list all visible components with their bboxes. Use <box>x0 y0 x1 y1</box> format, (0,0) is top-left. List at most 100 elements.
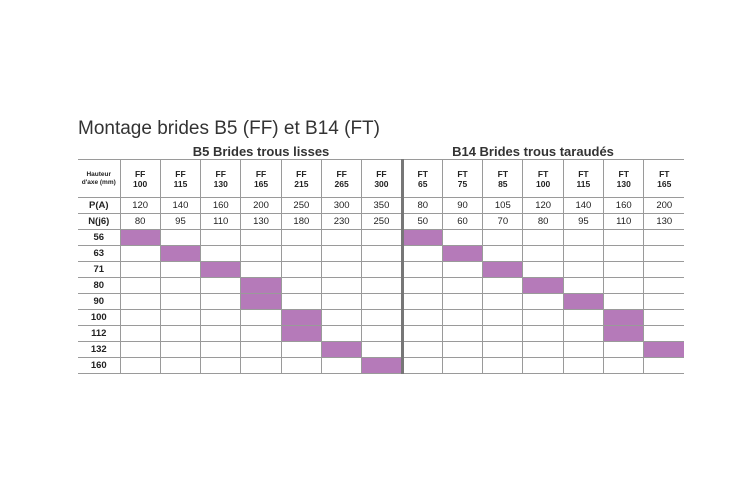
flange-column-header: FF 100 <box>119 159 161 198</box>
dimension-value: 105 <box>482 197 524 214</box>
empty-cell <box>119 309 161 326</box>
empty-cell <box>159 261 202 278</box>
empty-cell <box>441 229 484 246</box>
empty-cell <box>400 245 443 262</box>
p-value-row: P(A) 120 140 160 200 250 300 350 80 90 105 120 140 16… <box>78 197 685 214</box>
flange-type: FT <box>618 168 629 179</box>
empty-cell <box>240 341 282 358</box>
compatibility-mark <box>159 245 202 262</box>
empty-cell <box>320 229 363 246</box>
compatibility-mark <box>603 309 645 326</box>
dimension-value: 140 <box>562 197 605 214</box>
group-header-b14: B14 Brides trous taraudés <box>452 144 614 159</box>
dimension-value: 130 <box>643 213 685 230</box>
flange-column-header: FT 85 <box>482 159 524 198</box>
empty-cell <box>280 277 322 294</box>
empty-cell <box>200 357 242 374</box>
flange-type: FF <box>134 168 146 179</box>
axis-height-label: 100 <box>78 309 121 326</box>
axis-height-label: 63 <box>78 245 121 262</box>
empty-cell <box>400 341 443 358</box>
axis-height-label: 132 <box>78 341 121 358</box>
compatibility-mark <box>320 341 363 358</box>
empty-cell <box>240 261 282 278</box>
flange-column-header: FT 130 <box>603 159 645 198</box>
empty-cell <box>400 325 443 342</box>
empty-cell <box>200 341 242 358</box>
empty-cell <box>200 309 242 326</box>
empty-cell <box>159 309 202 326</box>
flange-size: 165 <box>253 178 269 189</box>
dimension-value: 160 <box>200 197 242 214</box>
empty-cell <box>482 357 524 374</box>
flange-size: 115 <box>576 178 591 189</box>
dimension-value: 120 <box>522 197 564 214</box>
empty-cell <box>280 261 322 278</box>
dimension-value: 250 <box>280 197 322 214</box>
empty-cell <box>603 357 645 374</box>
dimension-value: 110 <box>603 213 645 230</box>
empty-cell <box>522 325 564 342</box>
empty-cell <box>119 341 161 358</box>
empty-cell <box>200 229 242 246</box>
empty-cell <box>280 357 322 374</box>
flange-size: 100 <box>536 178 551 189</box>
empty-cell <box>361 245 403 262</box>
dimension-value: 200 <box>643 197 685 214</box>
empty-cell <box>280 229 322 246</box>
empty-cell <box>400 357 443 374</box>
empty-cell <box>240 229 282 246</box>
n-value-row: N(j6) 80 95 110 130 180 230 250 50 60 70 80 95 110 130 <box>78 213 685 230</box>
empty-cell <box>240 325 282 342</box>
flange-type: FF <box>296 168 307 179</box>
empty-cell <box>200 325 242 342</box>
empty-cell <box>441 341 484 358</box>
empty-cell <box>522 309 564 326</box>
dimension-value: 130 <box>240 213 282 230</box>
empty-cell <box>643 277 685 294</box>
empty-cell <box>482 277 524 294</box>
empty-cell <box>119 245 161 262</box>
flange-column-header: FT 75 <box>441 159 484 198</box>
empty-cell <box>441 325 484 342</box>
header-row: Hauteur d'axe (mm) FF 100 FF 115 FF 130 FF 165 FF 2… <box>78 159 685 198</box>
empty-cell <box>119 325 161 342</box>
empty-cell <box>643 229 685 246</box>
flange-column-header: FT 100 <box>522 159 564 198</box>
empty-cell <box>562 357 605 374</box>
dimension-value: 95 <box>159 213 202 230</box>
dimension-value: 300 <box>320 197 363 214</box>
dimension-value: 250 <box>361 213 403 230</box>
empty-cell <box>320 293 363 310</box>
table-row: 112 <box>78 325 685 342</box>
empty-cell <box>441 309 484 326</box>
table-row: 132 <box>78 341 685 358</box>
empty-cell <box>400 293 443 310</box>
empty-cell <box>441 277 484 294</box>
empty-cell <box>562 229 605 246</box>
empty-cell <box>159 341 202 358</box>
empty-cell <box>159 277 202 294</box>
flange-size: 165 <box>657 178 672 189</box>
flange-type: FT <box>578 168 589 179</box>
flange-column-header: FF 215 <box>280 159 322 198</box>
empty-cell <box>441 261 484 278</box>
flange-column-header: FT 165 <box>643 159 685 198</box>
dimension-value: 95 <box>562 213 605 230</box>
row-label: P(A) <box>78 197 121 214</box>
empty-cell <box>482 341 524 358</box>
empty-cell <box>562 309 605 326</box>
empty-cell <box>159 325 202 342</box>
empty-cell <box>119 277 161 294</box>
empty-cell <box>280 341 322 358</box>
empty-cell <box>200 277 242 294</box>
empty-cell <box>361 229 403 246</box>
empty-cell <box>240 309 282 326</box>
dimension-value: 80 <box>400 197 443 214</box>
empty-cell <box>119 293 161 310</box>
flange-size: 75 <box>457 178 468 189</box>
compatibility-mark <box>240 293 282 310</box>
table-row: 80 <box>78 277 685 294</box>
dimension-value: 180 <box>280 213 322 230</box>
compatibility-mark <box>643 341 685 358</box>
